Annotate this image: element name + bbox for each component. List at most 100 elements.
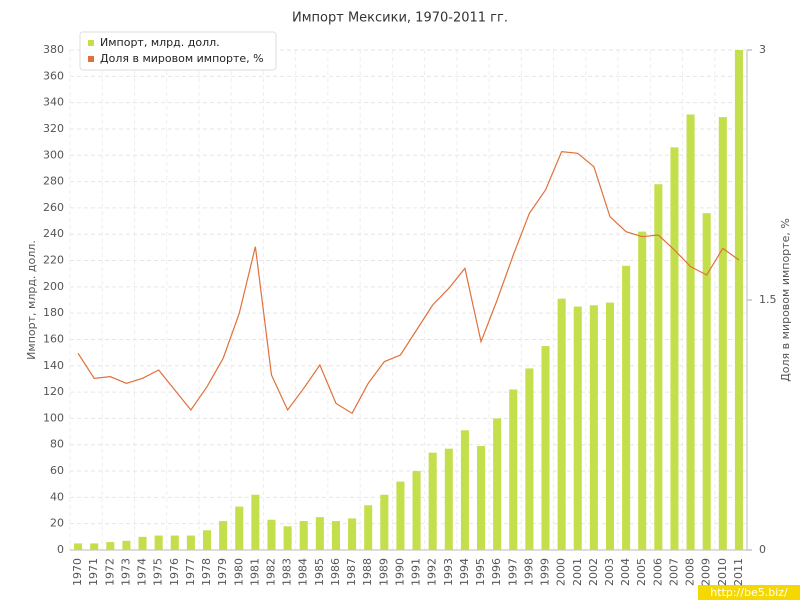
x-tick-label: 1994	[458, 558, 471, 586]
x-tick-label: 1989	[377, 558, 390, 586]
x-tick-label: 1970	[71, 558, 84, 586]
x-tick-label: 2003	[603, 558, 616, 586]
bar	[74, 543, 83, 550]
x-tick-label: 1985	[313, 558, 326, 586]
x-tick-label: 1975	[152, 558, 165, 586]
y-tick-label: 260	[43, 201, 64, 214]
bar	[122, 540, 131, 550]
bar	[348, 518, 357, 550]
bar	[525, 368, 534, 550]
bar	[283, 526, 292, 550]
x-tick-label: 1981	[248, 558, 261, 586]
bar	[202, 530, 212, 550]
x-tick-label: 1993	[442, 558, 455, 586]
y-tick-label: 320	[43, 122, 64, 135]
y-tick-label: 60	[50, 464, 64, 477]
bar	[460, 430, 469, 550]
y-tick-label: 160	[43, 332, 64, 345]
bar	[428, 452, 437, 550]
x-tick-label: 1987	[345, 558, 358, 586]
x-tick-label: 1996	[490, 558, 503, 586]
y-tick-label: 220	[43, 254, 64, 267]
x-tick-label: 1997	[506, 558, 519, 586]
bar	[412, 471, 421, 550]
x-tick-label: 1984	[297, 558, 310, 586]
x-tick-label: 2007	[667, 558, 680, 586]
y2-axis-label: Доля в мировом импорте, %	[779, 218, 792, 382]
y-tick-label: 280	[43, 175, 64, 188]
x-tick-label: 1982	[264, 558, 277, 586]
watermark-bg	[698, 585, 800, 600]
y-tick-label: 340	[43, 96, 64, 109]
bar	[315, 517, 324, 550]
x-tick-label: 2008	[684, 558, 697, 586]
bar	[622, 265, 631, 550]
bar	[702, 213, 711, 550]
bar	[477, 446, 486, 550]
bar	[589, 305, 598, 550]
x-tick-label: 1992	[426, 558, 439, 586]
x-tick-label: 1986	[329, 558, 342, 586]
bar	[138, 536, 147, 550]
legend-label: Импорт, млрд. долл.	[100, 36, 220, 49]
bar	[638, 231, 647, 550]
bar	[734, 50, 743, 550]
y-tick-label: 300	[43, 148, 64, 161]
x-tick-label: 2005	[635, 558, 648, 586]
y-tick-label: 240	[43, 227, 64, 240]
bar	[106, 542, 115, 550]
x-tick-label: 1980	[232, 558, 245, 586]
x-tick-label: 2001	[571, 558, 584, 586]
y2-tick-label: 0	[759, 543, 766, 556]
x-tick-label: 1972	[103, 558, 116, 586]
bar	[605, 302, 615, 550]
bar	[509, 389, 518, 550]
bar	[170, 535, 179, 550]
bar	[90, 543, 99, 550]
x-tick-label: 1978	[200, 558, 213, 586]
x-tick-label: 1977	[184, 558, 197, 586]
x-tick-label: 1991	[410, 558, 423, 586]
y-tick-label: 380	[43, 43, 64, 56]
y2-tick-label: 3	[759, 43, 766, 56]
legend-box	[79, 31, 277, 71]
y-tick-label: 20	[50, 517, 64, 530]
x-tick-label: 1998	[522, 558, 535, 586]
bar	[154, 535, 163, 550]
bar	[557, 298, 566, 550]
chart-title: Импорт Мексики, 1970-2011 гг.	[292, 11, 508, 26]
x-tick-label: 2006	[651, 558, 664, 586]
bar	[493, 418, 502, 550]
line	[77, 151, 740, 415]
x-tick-label: 1999	[539, 558, 552, 586]
y-tick-label: 360	[43, 69, 64, 82]
bar	[380, 494, 389, 550]
x-tick-label: 1976	[168, 558, 181, 586]
x-tick-label: 2009	[700, 558, 713, 586]
watermark: http://be5.biz/	[710, 586, 788, 599]
bar	[444, 448, 453, 550]
x-tick-label: 1995	[474, 558, 487, 586]
bar	[396, 481, 405, 550]
y-tick-label: 100	[43, 411, 64, 424]
bar	[670, 147, 679, 551]
y2-tick-label: 1.5	[759, 293, 777, 306]
y-tick-label: 40	[50, 490, 64, 503]
x-tick-label: 1983	[281, 558, 294, 586]
x-tick-label: 2010	[716, 558, 729, 586]
x-tick-label: 2004	[619, 558, 632, 586]
bar	[686, 114, 695, 550]
bar	[331, 521, 340, 550]
y-tick-label: 140	[43, 359, 64, 372]
x-tick-label: 2002	[587, 558, 600, 586]
legend: Импорт, млрд. долл. Доля в мировом импорт…	[79, 31, 277, 71]
bar	[541, 346, 550, 550]
y-tick-label: 80	[50, 438, 64, 451]
y-tick-label: 180	[43, 306, 64, 319]
y-axis-label: Импорт, млрд. долл.	[25, 240, 38, 360]
bar	[299, 521, 308, 550]
x-tick-label: 1979	[216, 558, 229, 586]
x-tick-label: 1973	[119, 558, 132, 586]
bar	[718, 117, 727, 551]
